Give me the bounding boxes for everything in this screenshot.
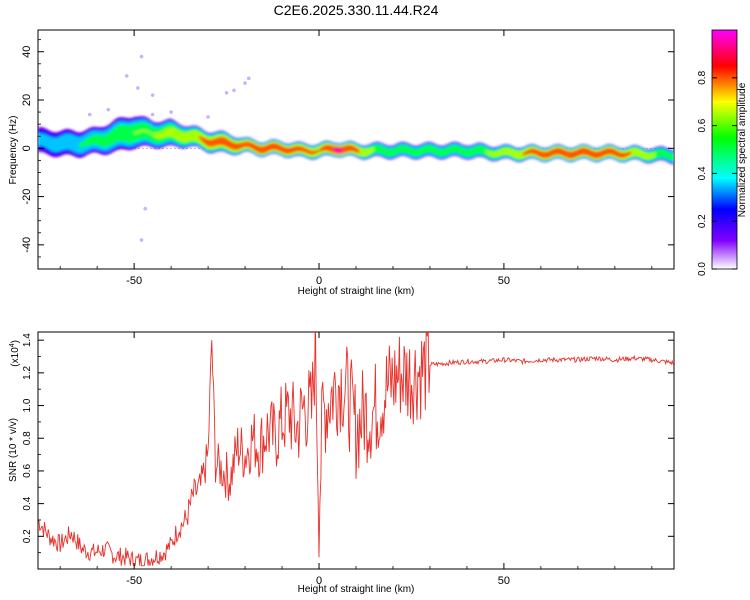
ridge-contour (198, 136, 360, 155)
colorbar-gradient (711, 29, 738, 270)
x-tick-label: -50 (126, 575, 142, 587)
colorbar: 0.0 0.2 0.4 0.6 0.8 Normalized spectral ampl… (697, 29, 748, 276)
spectrogram-xlabel: Height of straight line (km) (298, 286, 415, 297)
snr-marks (38, 332, 674, 567)
snr-axes: -50 0 50 0.2 0.4 0.6 0.8 1.0 1.2 1.4 (22, 332, 674, 587)
x-tick-label: 50 (498, 275, 510, 287)
y-tick-label: 1.4 (22, 333, 33, 347)
y-tick-label: 0 (21, 145, 33, 151)
spectrogram-ylabel: Frequency (Hz) (8, 116, 19, 185)
ridge-contour (333, 147, 344, 153)
scatter-point (143, 206, 148, 211)
spectrogram-axes: -50 0 50 -40 -20 0 20 40 (21, 30, 674, 287)
snr-multiplier: (x104) (9, 340, 21, 367)
y-tick-label: 40 (21, 46, 33, 58)
colorbar-tick-label: 0.2 (697, 214, 708, 228)
spectrogram-panel: -50 0 50 -40 -20 0 20 40 Height of straight lin… (8, 29, 675, 297)
scatter-point (106, 107, 111, 112)
snr-panel: -50 0 50 0.2 0.4 0.6 0.8 1.0 1.2 1.4 Height of st… (8, 331, 675, 595)
scatter-point (136, 86, 140, 90)
y-tick-label: -20 (21, 189, 33, 205)
x-tick-label: 0 (316, 275, 322, 287)
scatter-point (150, 93, 155, 97)
chart-title: C2E6.2025.330.11.44.R24 (273, 2, 439, 18)
y-tick-label: -40 (21, 237, 33, 253)
scatter-point (87, 112, 92, 117)
colorbar-ticks: 0.0 0.2 0.4 0.6 0.8 (697, 70, 737, 276)
snr-multiplier-exponent: 4 (9, 343, 16, 347)
scatter-point (206, 115, 210, 119)
x-tick-label: 0 (316, 575, 322, 587)
snr-series-line (38, 332, 674, 567)
scatter-point (246, 76, 251, 81)
snr-multiplier-base: (x10 (10, 347, 21, 367)
scatter-point (232, 88, 236, 93)
colorbar-tick-label: 0.6 (697, 118, 708, 132)
y-tick-label: 1.0 (22, 398, 33, 412)
y-tick-label: 1.2 (22, 365, 33, 379)
scatter-point (124, 74, 129, 78)
scatter-point (139, 238, 144, 242)
y-tick-label: 0.8 (22, 431, 33, 445)
scatter-point (243, 81, 247, 85)
scatter-point (150, 112, 155, 117)
snr-xlabel: Height of straight line (km) (298, 584, 415, 595)
colorbar-label: Normalized spectral amplitude (737, 82, 748, 217)
ridge-band (38, 116, 674, 165)
scatter-point (139, 54, 144, 59)
y-tick-label: 0.6 (22, 464, 33, 478)
colorbar-tick-label: 0.0 (697, 262, 708, 276)
colorbar-tick-label: 0.4 (697, 166, 708, 180)
snr-ylabel: SNR (10 * v/v) (8, 418, 19, 482)
colorbar-tick-label: 0.8 (697, 70, 708, 84)
y-tick-label: 20 (21, 94, 33, 106)
scatter-point (169, 110, 173, 114)
y-tick-label: 0.4 (22, 496, 33, 510)
ridge-contour (522, 147, 632, 159)
x-tick-label: -50 (126, 275, 142, 287)
scatter-point (224, 90, 229, 95)
ridge-contour (134, 127, 375, 157)
spectrogram-marks (38, 54, 674, 242)
x-tick-label: 50 (498, 575, 510, 587)
y-tick-label: 0.2 (22, 529, 33, 543)
